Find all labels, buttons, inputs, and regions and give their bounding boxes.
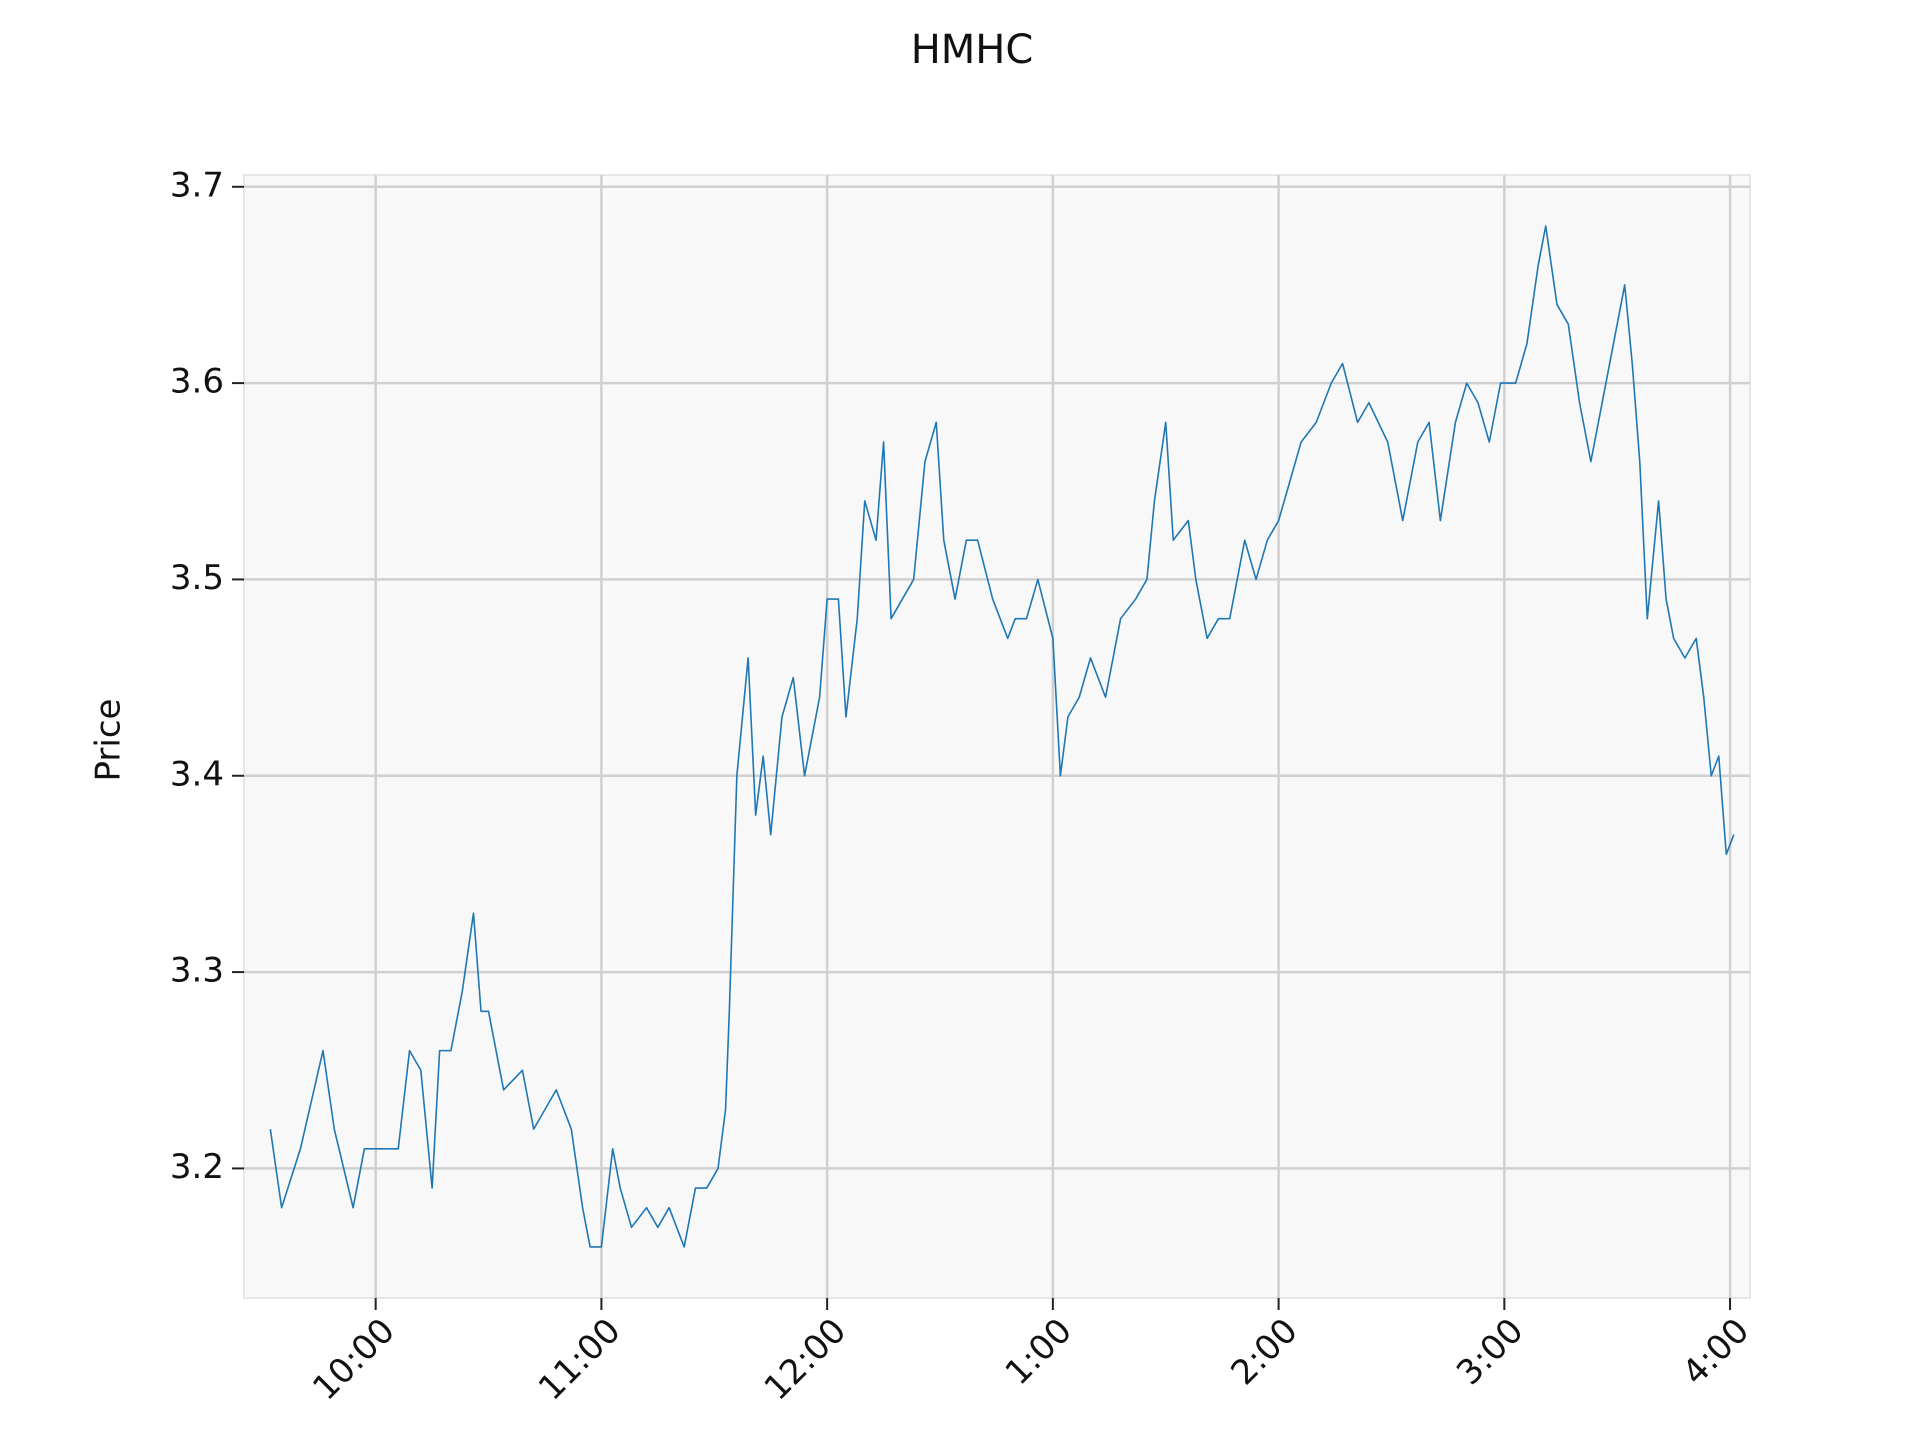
- x-tick-label: 11:00: [531, 1311, 629, 1409]
- y-axis-label: Price: [89, 699, 129, 782]
- y-tick-label: 3.3: [170, 951, 224, 991]
- x-tick-label: 3:00: [1449, 1311, 1531, 1393]
- x-tick-label: 2:00: [1223, 1311, 1305, 1393]
- y-tick-label: 3.5: [170, 558, 224, 598]
- x-tick-label: 4:00: [1675, 1311, 1757, 1393]
- x-tick-label: 10:00: [305, 1311, 403, 1409]
- x-tick-label: 1:00: [998, 1311, 1080, 1393]
- y-tick-label: 3.7: [170, 165, 224, 205]
- price-line: [269, 225, 1735, 1248]
- y-tick-label: 3.6: [170, 362, 224, 402]
- plot-area: [243, 174, 1751, 1299]
- x-tick-label: 12:00: [757, 1311, 855, 1409]
- y-tick-label: 3.2: [170, 1147, 224, 1187]
- y-tick-label: 3.4: [170, 754, 224, 794]
- chart-title: HMHC: [911, 27, 1034, 73]
